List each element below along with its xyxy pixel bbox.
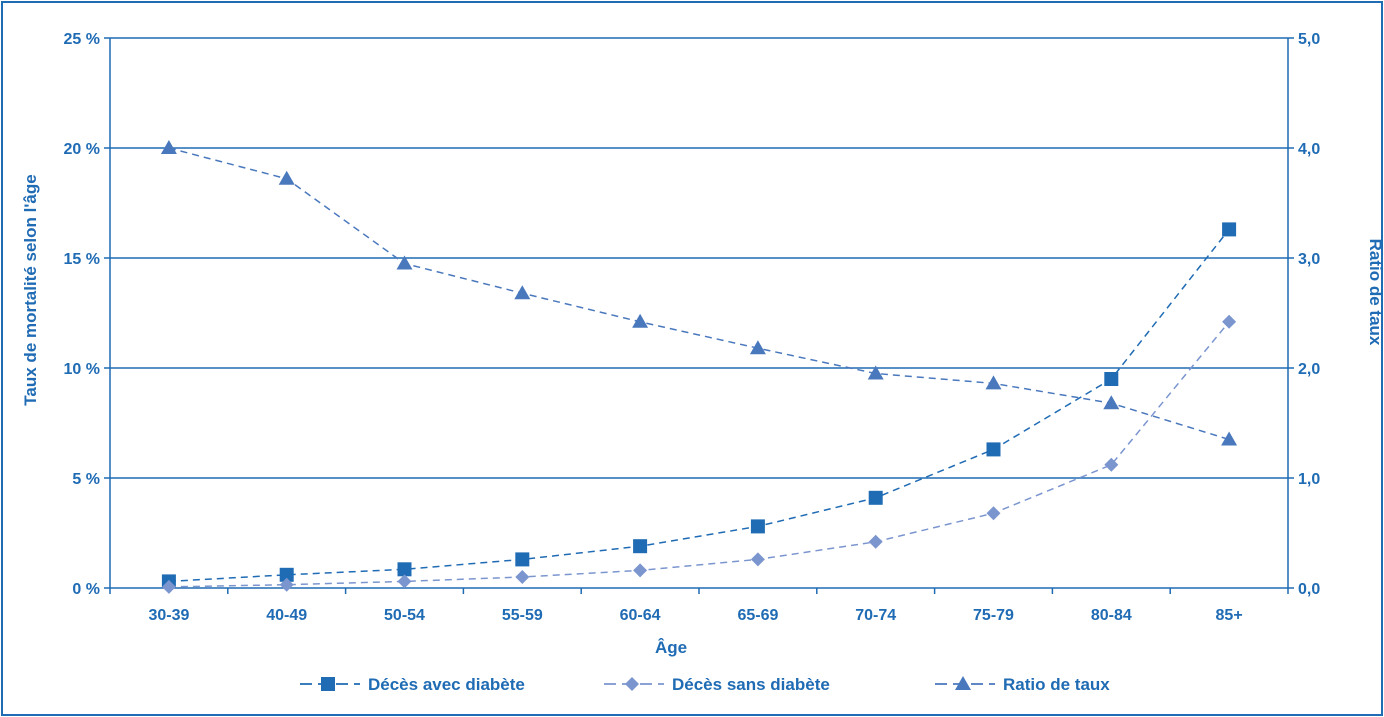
x-tick-label: 55-59 — [502, 607, 543, 624]
y-tick-label-right: 0,0 — [1298, 581, 1320, 598]
x-tick-label: 30-39 — [148, 607, 189, 624]
data-point-triangle — [1221, 431, 1238, 446]
y-tick-label-right: 1,0 — [1298, 471, 1320, 488]
data-point-diamond — [1104, 457, 1119, 472]
legend-item-diamond: Décès sans diabète — [604, 675, 830, 694]
y-tick-label-left: 5 % — [72, 471, 100, 488]
x-tick-label: 50-54 — [384, 607, 425, 624]
data-point-diamond — [161, 579, 176, 594]
y-tick-label-left: 20 % — [64, 141, 100, 158]
data-point-diamond — [986, 506, 1001, 521]
data-point-triangle — [160, 140, 177, 154]
axes: 0 % 5 % 10 % 15 % 20 % 25 % 0,0 1,0 2,0 3,0 4,0 5,0… — [64, 31, 1321, 624]
x-tick-label: 40-49 — [266, 607, 307, 624]
data-point-square — [986, 442, 1001, 457]
data-point-diamond — [515, 570, 530, 584]
legend-item-square: Décès avec diabète — [300, 675, 525, 694]
data-point-diamond — [397, 574, 412, 589]
legend-label: Décès avec diabète — [368, 675, 525, 694]
gridlines — [110, 37, 1288, 479]
data-point-square — [868, 490, 883, 505]
legend: Décès avec diabète Décès sans diabète Rati… — [300, 675, 1110, 694]
y-tick-label-right: 4,0 — [1298, 141, 1320, 158]
legend-marker-square — [321, 677, 335, 691]
x-tick-label: 80-84 — [1091, 607, 1132, 624]
y-tick-label-right: 3,0 — [1298, 251, 1320, 268]
data-point-triangle — [867, 365, 884, 380]
data-point-diamond — [750, 552, 765, 567]
legend-label: Ratio de taux — [1003, 675, 1110, 694]
data-point-square — [279, 567, 294, 582]
data-point-triangle — [632, 313, 649, 328]
data-point-square — [633, 539, 648, 554]
data-point-square — [1222, 222, 1237, 237]
y-tick-label-left: 25 % — [64, 31, 100, 48]
data-point-triangle — [1103, 395, 1120, 410]
data-point-diamond — [868, 534, 883, 549]
data-point-square — [750, 519, 765, 534]
legend-item-triangle: Ratio de taux — [935, 675, 1110, 694]
x-axis-title: Âge — [655, 638, 687, 657]
data-point-diamond — [279, 577, 294, 592]
data-point-diamond — [1222, 314, 1237, 329]
x-tick-label: 65-69 — [737, 607, 778, 624]
legend-label: Décès sans diabète — [672, 675, 830, 694]
series-layer — [160, 140, 1238, 594]
y-tick-label-left: 10 % — [64, 361, 100, 378]
data-point-triangle — [514, 285, 531, 300]
data-point-square — [397, 562, 412, 577]
series-line-diamond — [168, 321, 1230, 588]
legend-marker-triangle — [955, 676, 971, 690]
y-axis-title-right: Ratio de taux — [1366, 239, 1384, 346]
x-tick-label: 60-64 — [620, 607, 661, 624]
x-tick-label: 75-79 — [973, 607, 1014, 624]
data-point-triangle — [396, 255, 413, 270]
series-line-triangle — [168, 147, 1230, 441]
data-point-triangle — [278, 170, 295, 185]
data-point-diamond — [633, 563, 648, 578]
y-tick-label-right: 5,0 — [1298, 31, 1320, 48]
data-point-square — [1104, 372, 1119, 386]
series-line-square — [168, 228, 1230, 583]
data-point-triangle — [985, 375, 1002, 390]
data-point-triangle — [749, 340, 766, 355]
y-tick-label-left: 15 % — [64, 251, 100, 268]
legend-marker-diamond — [625, 677, 639, 691]
x-tick-label: 70-74 — [855, 607, 896, 624]
data-point-square — [515, 552, 530, 567]
y-axis-title-left: Taux de mortalité selon l'âge — [21, 174, 40, 405]
y-tick-label-left: 0 % — [72, 581, 100, 598]
y-tick-label-right: 2,0 — [1298, 361, 1320, 378]
x-tick-label: 85+ — [1216, 607, 1243, 624]
